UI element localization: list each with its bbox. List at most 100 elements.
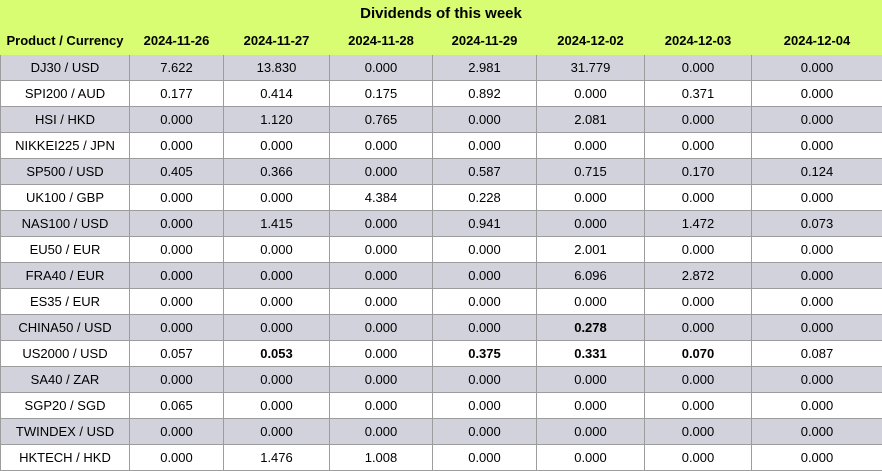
product-cell: NAS100 / USD [1,211,130,237]
dividend-cell: 0.000 [130,419,224,445]
dividend-cell: 7.622 [130,55,224,81]
dividend-cell: 0.000 [330,133,433,159]
dividend-cell: 0.366 [224,159,330,185]
dividend-cell: 0.000 [224,263,330,289]
dividend-cell: 0.000 [330,55,433,81]
dividend-cell: 1.476 [224,445,330,471]
dividend-cell: 0.000 [130,237,224,263]
dividend-cell: 0.000 [752,81,882,107]
product-cell: US2000 / USD [1,341,130,367]
dividend-cell: 0.000 [224,237,330,263]
dividend-cell: 0.000 [537,211,645,237]
dividend-cell: 0.000 [752,289,882,315]
dividend-cell: 0.000 [645,289,752,315]
dividend-cell: 0.000 [752,55,882,81]
dividend-cell: 0.000 [433,393,537,419]
dividend-cell: 0.000 [130,107,224,133]
dividend-cell: 0.892 [433,81,537,107]
dividend-cell: 0.000 [752,393,882,419]
dividend-cell: 0.000 [537,185,645,211]
dividend-cell: 0.000 [645,393,752,419]
dividend-cell: 0.000 [645,185,752,211]
product-cell: HSI / HKD [1,107,130,133]
dividend-cell: 0.000 [330,237,433,263]
dividend-cell: 0.000 [130,211,224,237]
dividend-cell: 1.472 [645,211,752,237]
dividend-cell: 0.070 [645,341,752,367]
header-date: 2024-11-27 [224,27,330,55]
dividend-cell: 0.000 [537,81,645,107]
product-cell: NIKKEI225 / JPN [1,133,130,159]
header-date: 2024-12-02 [537,27,645,55]
dividend-cell: 0.000 [645,107,752,133]
dividend-cell: 0.000 [645,367,752,393]
dividend-cell: 0.000 [537,419,645,445]
product-cell: DJ30 / USD [1,55,130,81]
dividend-cell: 0.057 [130,341,224,367]
dividend-cell: 0.000 [130,133,224,159]
dividend-cell: 0.331 [537,341,645,367]
header-row: Product / Currency 2024-11-26 2024-11-27… [1,27,882,55]
dividend-cell: 0.065 [130,393,224,419]
dividend-cell: 0.371 [645,81,752,107]
dividend-cell: 0.170 [645,159,752,185]
dividend-cell: 0.000 [224,289,330,315]
dividend-cell: 0.000 [752,445,882,471]
dividend-cell: 4.384 [330,185,433,211]
dividend-cell: 0.000 [537,393,645,419]
dividend-cell: 0.000 [433,445,537,471]
header-date: 2024-11-28 [330,27,433,55]
dividend-cell: 0.000 [224,367,330,393]
dividend-cell: 0.000 [224,419,330,445]
dividend-cell: 0.000 [537,289,645,315]
dividend-cell: 0.000 [433,419,537,445]
dividend-cell: 0.000 [330,341,433,367]
product-cell: TWINDEX / USD [1,419,130,445]
dividend-cell: 0.087 [752,341,882,367]
dividend-cell: 0.177 [130,81,224,107]
table-title: Dividends of this week [0,0,882,26]
dividend-cell: 0.000 [537,133,645,159]
dividend-cell: 0.000 [224,185,330,211]
dividend-cell: 0.587 [433,159,537,185]
product-cell: SGP20 / SGD [1,393,130,419]
dividend-cell: 0.000 [433,237,537,263]
dividend-cell: 13.830 [224,55,330,81]
dividend-cell: 0.000 [130,367,224,393]
dividend-cell: 1.415 [224,211,330,237]
dividend-cell: 0.000 [330,211,433,237]
dividend-cell: 0.000 [330,263,433,289]
dividend-cell: 0.000 [433,263,537,289]
dividend-cell: 6.096 [537,263,645,289]
dividend-cell: 0.000 [752,419,882,445]
dividend-cell: 0.000 [537,367,645,393]
dividend-cell: 0.278 [537,315,645,341]
dividend-cell: 0.000 [130,315,224,341]
dividend-cell: 0.414 [224,81,330,107]
dividend-cell: 0.053 [224,341,330,367]
dividend-cell: 0.175 [330,81,433,107]
dividend-cell: 0.405 [130,159,224,185]
dividend-cell: 0.000 [330,159,433,185]
dividend-cell: 0.000 [752,107,882,133]
dividend-cell: 0.000 [130,185,224,211]
dividend-cell: 0.000 [645,237,752,263]
dividend-cell: 0.000 [752,237,882,263]
dividends-table: Product / Currency 2024-11-26 2024-11-27… [0,26,882,471]
header-product: Product / Currency [1,27,130,55]
dividend-cell: 0.000 [645,55,752,81]
product-cell: EU50 / EUR [1,237,130,263]
dividend-cell: 0.000 [330,419,433,445]
dividend-cell: 0.000 [330,315,433,341]
dividend-cell: 2.872 [645,263,752,289]
